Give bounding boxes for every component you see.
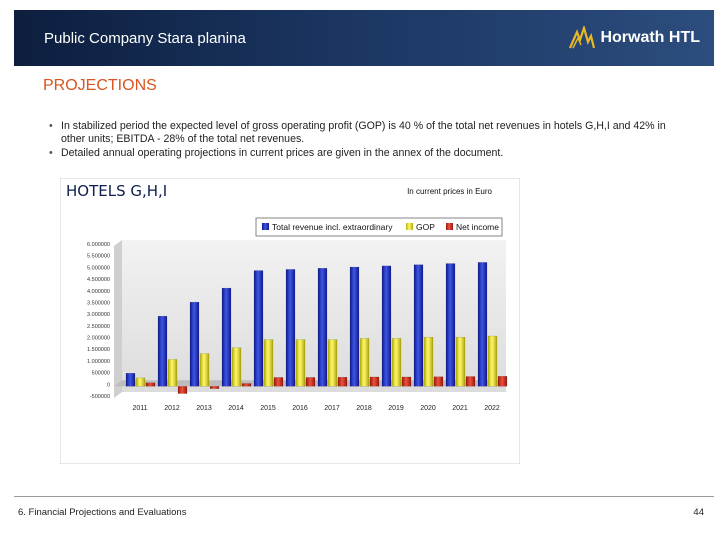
x-tick-label: 2014: [228, 405, 244, 412]
x-tick-label: 2011: [132, 405, 147, 412]
hotels-revenue-chart: HOTELS G,H,I In current prices in Euro 6.0…: [59, 177, 521, 465]
x-tick-label: 2017: [324, 405, 340, 412]
bar-gop-2014: [231, 347, 242, 387]
legend-label: GOP: [416, 222, 435, 232]
bar-net-income-2014: [241, 383, 252, 387]
bar-gop-2011: [135, 377, 146, 387]
bar-net-income-2018: [369, 376, 380, 387]
chart-container: HOTELS G,H,I In current prices in Euro 6.0…: [59, 177, 521, 465]
x-tick-label: 2019: [388, 405, 404, 412]
bullet-list: In stabilized period the expected level …: [48, 120, 668, 161]
horwath-logo: Horwath HTL: [569, 24, 700, 52]
y-tick-label: 1.500000: [87, 347, 110, 353]
bullet-item-gop: In stabilized period the expected level …: [48, 120, 668, 146]
bar-gop-2020: [423, 336, 434, 387]
company-name: Public Company Stara planina: [44, 30, 246, 47]
x-tick-label: 2013: [196, 405, 212, 412]
bar-net-income-2022: [497, 376, 508, 387]
page-title: PROJECTIONS: [43, 77, 157, 94]
footer-divider: [14, 496, 714, 497]
bar-total-revenue-incl-extraordinary-2011: [125, 373, 136, 387]
bar-net-income-2013: [209, 386, 220, 389]
bar-total-revenue-incl-extraordinary-2021: [445, 263, 456, 387]
y-tick-label: 5.000000: [87, 265, 110, 271]
y-tick-label: 1.000000: [87, 359, 110, 365]
chart-subtitle: In current prices in Euro: [407, 187, 492, 196]
x-tick-label: 2020: [420, 405, 436, 412]
chart-legend-box: [255, 217, 503, 237]
bar-gop-2016: [295, 339, 306, 387]
plot-back-wall: [122, 240, 506, 392]
plot-side-wall: [114, 240, 122, 398]
bar-net-income-2019: [401, 376, 412, 387]
x-tick-label: 2022: [484, 405, 500, 412]
y-tick-label: 3.000000: [87, 312, 110, 318]
bar-net-income-2020: [433, 376, 444, 387]
bar-gop-2012: [167, 359, 178, 387]
legend-label: Total revenue incl. extraordinary: [272, 222, 393, 232]
bar-total-revenue-incl-extraordinary-2014: [221, 287, 232, 387]
y-tick-label: 5.500000: [87, 254, 110, 260]
bar-total-revenue-incl-extraordinary-2020: [413, 264, 424, 387]
logo-text: Horwath HTL: [600, 29, 700, 46]
legend-swatch: [406, 223, 413, 230]
y-tick-label: 2.500000: [87, 324, 110, 330]
bar-net-income-2012: [177, 386, 188, 394]
bullet-item-annex: Detailed annual operating projections in…: [48, 147, 668, 160]
footer-section: 6. Financial Projections and Evaluations: [18, 507, 187, 518]
page-number: 44: [693, 507, 704, 518]
bar-net-income-2021: [465, 376, 476, 387]
bar-total-revenue-incl-extraordinary-2013: [189, 301, 200, 387]
y-tick-label: 3.500000: [87, 300, 110, 306]
x-tick-label: 2016: [292, 405, 308, 412]
bar-total-revenue-incl-extraordinary-2012: [157, 315, 168, 387]
bar-net-income-2016: [305, 377, 316, 387]
x-tick-label: 2012: [164, 405, 180, 412]
legend-swatch: [446, 223, 453, 230]
bar-net-income-2017: [337, 376, 348, 387]
bar-total-revenue-incl-extraordinary-2017: [317, 268, 328, 387]
x-tick-label: 2015: [260, 405, 276, 412]
chart-title: HOTELS G,H,I: [66, 182, 167, 200]
legend-label: Net income: [456, 222, 499, 232]
bar-gop-2017: [327, 339, 338, 387]
bar-net-income-2011: [145, 382, 156, 387]
y-tick-label: 6.000000: [87, 242, 110, 248]
y-tick-label: 4.500000: [87, 277, 110, 283]
bar-total-revenue-incl-extraordinary-2015: [253, 270, 264, 387]
bar-gop-2015: [263, 339, 274, 387]
header-bar: Public Company Stara planina Horwath HTL: [14, 10, 714, 66]
y-tick-label: -500000: [90, 394, 110, 400]
bar-total-revenue-incl-extraordinary-2019: [381, 265, 392, 387]
legend-swatch: [262, 223, 269, 230]
bar-gop-2013: [199, 353, 210, 387]
y-tick-label: 0: [107, 382, 110, 388]
bar-total-revenue-incl-extraordinary-2018: [349, 266, 360, 387]
bar-net-income-2015: [273, 377, 284, 387]
bar-total-revenue-incl-extraordinary-2016: [285, 269, 296, 387]
bar-gop-2019: [391, 338, 402, 387]
y-tick-label: 500000: [92, 371, 110, 377]
horwath-wave-icon: [569, 26, 596, 49]
y-tick-label: 4.000000: [87, 289, 110, 295]
bar-gop-2018: [359, 338, 370, 387]
y-tick-label: 2.000000: [87, 336, 110, 342]
bar-total-revenue-incl-extraordinary-2022: [477, 262, 488, 387]
bar-gop-2021: [455, 336, 466, 387]
x-tick-label: 2021: [452, 405, 468, 412]
bar-gop-2022: [487, 335, 498, 387]
x-tick-label: 2018: [356, 405, 372, 412]
